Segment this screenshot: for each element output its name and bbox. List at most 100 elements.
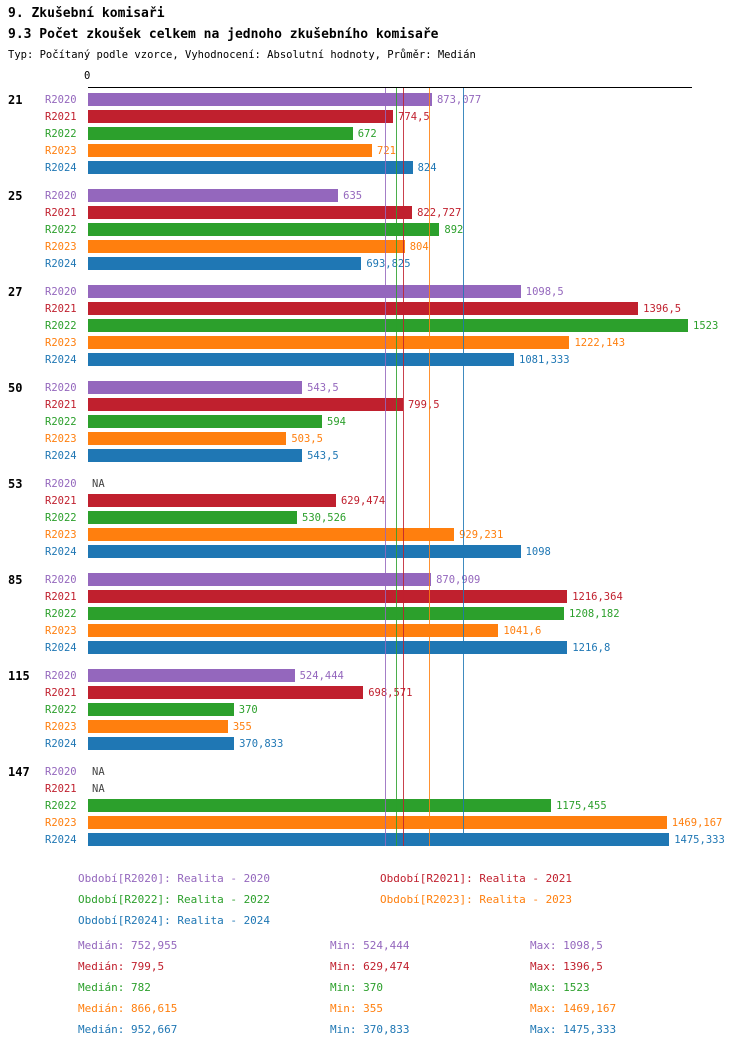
bar-area: 822,727 xyxy=(88,204,750,221)
value-label: 873,077 xyxy=(436,93,482,106)
chart-stats: Medián: 752,955 Min: 524,444 Max: 1098,5 Me… xyxy=(78,939,750,1036)
bar-row-147-r2021: R2021 NA xyxy=(0,780,750,797)
bar-row-115-r2023: R2023 355 xyxy=(0,718,750,735)
value-label: 503,5 xyxy=(291,432,323,445)
bar-row-27-r2024: R2024 1081,333 xyxy=(0,351,750,368)
legend-item-r2024: Období[R2024]: Realita - 2024 xyxy=(78,914,271,927)
axis-line xyxy=(88,87,692,88)
stat-min-r2022: Min: 370 xyxy=(330,981,383,994)
axis-zero-label: 0 xyxy=(84,70,91,82)
bar-group-115: 115 R2020 524,444 R2021 698,571 R2022 370 R2023… xyxy=(0,667,750,752)
bar-row-25-r2023: R2023 804 xyxy=(0,238,750,255)
series-label: R2023 xyxy=(45,817,77,829)
value-label: 543,5 xyxy=(307,381,339,394)
series-label: R2024 xyxy=(45,258,77,270)
legend-item-r2020: Období[R2020]: Realita - 2020 xyxy=(78,872,271,885)
stat-max-r2023: Max: 1469,167 xyxy=(530,1002,617,1015)
legend-item-r2023: Období[R2023]: Realita - 2023 xyxy=(380,893,573,906)
bar-r2020 xyxy=(88,573,432,586)
series-label: R2023 xyxy=(45,241,77,253)
bar-area: 774,5 xyxy=(88,108,750,125)
stat-max-r2020: Max: 1098,5 xyxy=(530,939,603,952)
value-label: 672 xyxy=(357,127,377,140)
bar-area: 672 xyxy=(88,125,750,142)
bar-r2024 xyxy=(88,641,568,654)
group-label-147: 147 xyxy=(8,765,30,779)
stat-median-r2020: Medián: 752,955 xyxy=(78,939,178,952)
value-label: 721 xyxy=(377,144,396,157)
series-label: R2024 xyxy=(45,834,77,846)
bar-row-85-r2023: R2023 1041,6 xyxy=(0,622,750,639)
series-label: R2023 xyxy=(45,625,77,637)
stat-median-r2023: Medián: 866,615 xyxy=(78,1002,178,1015)
bar-r2023 xyxy=(88,624,499,637)
series-label: R2021 xyxy=(45,783,77,795)
report-header: 9. Zkušební komisaři 9.3 Počet zkoušek c… xyxy=(0,0,750,61)
value-label: 799,5 xyxy=(407,398,440,411)
bar-row-53-r2021: R2021 629,474 xyxy=(0,492,750,509)
group-label-50: 50 xyxy=(8,381,23,395)
bar-area: 698,571 xyxy=(88,684,750,701)
bar-area: 1475,333 xyxy=(88,831,750,848)
series-label: R2024 xyxy=(45,162,77,174)
series-label: R2020 xyxy=(45,286,77,298)
bar-r2024 xyxy=(88,161,413,174)
bar-area: 1396,5 xyxy=(88,300,750,317)
bar-r2022 xyxy=(88,799,552,812)
value-label: 1396,5 xyxy=(643,302,682,315)
bar-area: 594 xyxy=(88,413,750,430)
bar-area: 1175,455 xyxy=(88,797,750,814)
series-label: R2022 xyxy=(45,608,77,620)
bar-r2020 xyxy=(88,285,521,298)
series-label: R2020 xyxy=(45,574,77,586)
bar-area: NA xyxy=(88,475,750,492)
bar-r2021 xyxy=(88,494,336,507)
series-label: R2024 xyxy=(45,450,77,462)
bar-row-27-r2023: R2023 1222,143 xyxy=(0,334,750,351)
series-label: R2024 xyxy=(45,642,77,654)
series-label: R2022 xyxy=(45,416,77,428)
bar-row-27-r2022: R2022 1523 xyxy=(0,317,750,334)
stat-min-r2020: Min: 524,444 xyxy=(330,939,410,952)
bar-area: 370 xyxy=(88,701,750,718)
series-label: R2020 xyxy=(45,766,77,778)
value-label: 1475,333 xyxy=(674,833,725,846)
bar-row-21-r2021: R2021 774,5 xyxy=(0,108,750,125)
bar-r2020 xyxy=(88,93,432,106)
bar-r2024 xyxy=(88,833,670,846)
bar-row-147-r2020: 147 R2020 NA xyxy=(0,763,750,780)
bar-r2020 xyxy=(88,381,303,394)
bar-r2023 xyxy=(88,144,373,157)
median-line-r2020 xyxy=(384,88,386,846)
bar-area: 1222,143 xyxy=(88,334,750,351)
legend-item-r2021: Období[R2021]: Realita - 2021 xyxy=(380,872,573,885)
bar-row-27-r2021: R2021 1396,5 xyxy=(0,300,750,317)
na-value-label: NA xyxy=(92,477,105,490)
bar-area: 1208,182 xyxy=(88,605,750,622)
bar-area: 629,474 xyxy=(88,492,750,509)
bar-row-53-r2022: R2022 530,526 xyxy=(0,509,750,526)
bar-area: 1469,167 xyxy=(88,814,750,831)
bar-area: 530,526 xyxy=(88,509,750,526)
series-label: R2022 xyxy=(45,128,77,140)
bar-r2021 xyxy=(88,398,403,411)
stat-min-r2023: Min: 355 xyxy=(330,1002,383,1015)
series-label: R2022 xyxy=(45,800,77,812)
bar-r2021 xyxy=(88,590,568,603)
page-meta: Typ: Počítaný podle vzorce, Vyhodnocení:… xyxy=(8,49,476,61)
value-label: 1523 xyxy=(693,319,719,332)
bar-group-50: 50 R2020 543,5 R2021 799,5 R2022 594 R2023 503,5… xyxy=(0,379,750,464)
stat-median-r2022: Medián: 782 xyxy=(78,981,151,994)
bar-row-85-r2024: R2024 1216,8 xyxy=(0,639,750,656)
bar-group-53: 53 R2020 NA R2021 629,474 R2022 530,526 R2023 92… xyxy=(0,475,750,560)
value-label: 1216,364 xyxy=(572,590,623,603)
stat-min-r2024: Min: 370,833 xyxy=(330,1023,410,1036)
bar-r2022 xyxy=(88,127,353,140)
series-label: R2022 xyxy=(45,224,77,236)
bar-area: 635 xyxy=(88,187,750,204)
bar-row-147-r2022: R2022 1175,455 xyxy=(0,797,750,814)
value-label: 1222,143 xyxy=(574,336,626,349)
bar-area: 1523 xyxy=(88,317,750,334)
bar-area: 892 xyxy=(88,221,750,238)
